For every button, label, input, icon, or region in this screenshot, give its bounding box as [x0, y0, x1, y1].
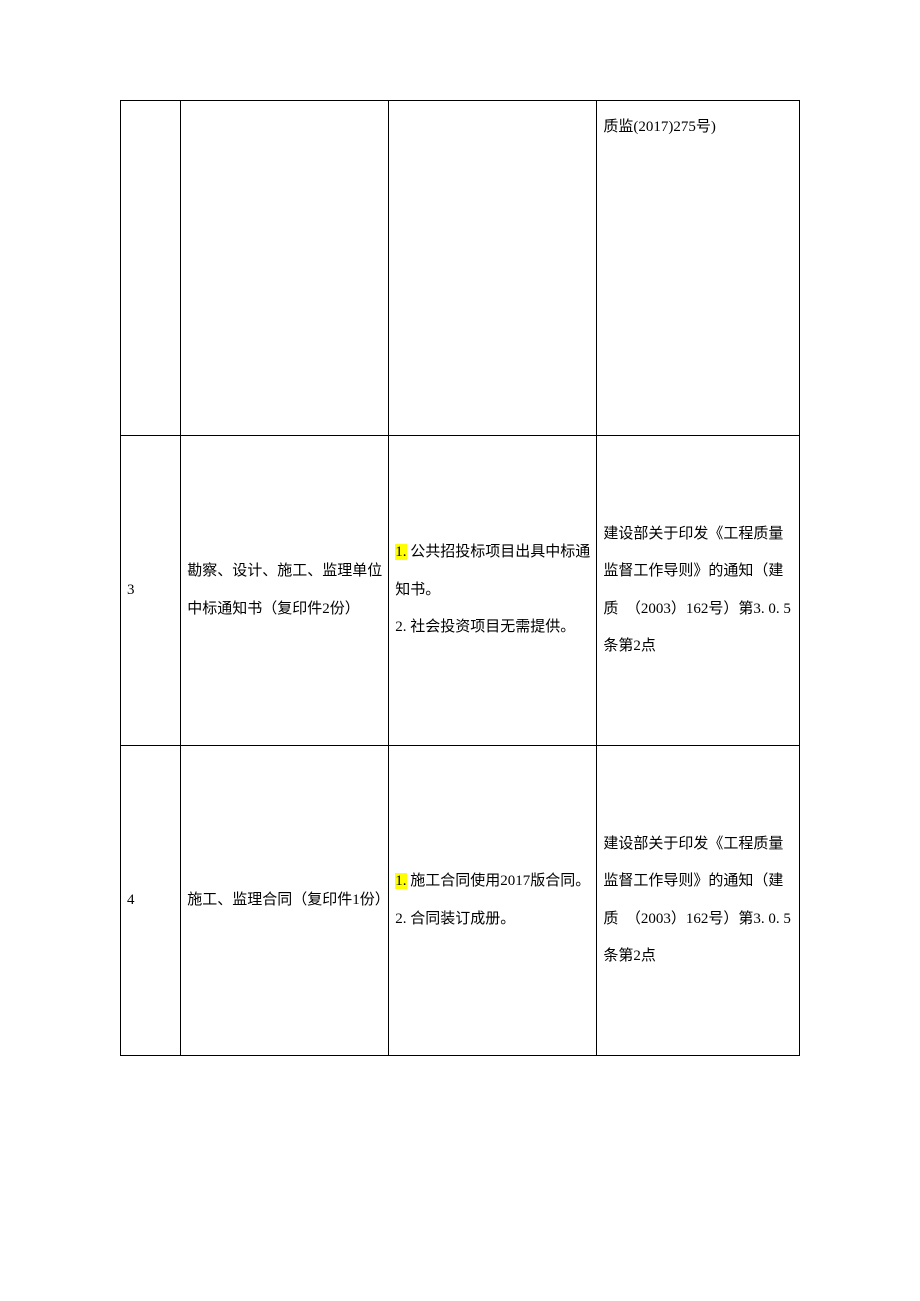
table-row: 4 施工、监理合同（复印件1份） 1. 施工合同使用2017版合同。 2. 合同装…: [121, 746, 800, 1056]
req-text: 施工合同使用2017版合同。: [407, 873, 591, 889]
table-row: 3 勘察、设计、施工、监理单位中标通知书（复印件2份） 1. 公共招投标项目出具…: [121, 436, 800, 746]
cell-name: [181, 101, 389, 436]
cell-num: 3: [121, 436, 181, 746]
cell-num: [121, 101, 181, 436]
cell-num: 4: [121, 746, 181, 1056]
table-row: 质监(2017)275号): [121, 101, 800, 436]
req-text: 2. 社会投资项目无需提供。: [395, 619, 575, 635]
req-text: 2. 合同装订成册。: [395, 911, 515, 927]
cell-name: 勘察、设计、施工、监理单位中标通知书（复印件2份）: [181, 436, 389, 746]
cell-name: 施工、监理合同（复印件1份）: [181, 746, 389, 1056]
document-table: 质监(2017)275号) 3 勘察、设计、施工、监理单位中标通知书（复印件2份…: [120, 100, 800, 1056]
cell-req: 1. 公共招投标项目出具中标通知书。 2. 社会投资项目无需提供。: [389, 436, 597, 746]
cell-req: 1. 施工合同使用2017版合同。 2. 合同装订成册。: [389, 746, 597, 1056]
highlight-text: 1.: [395, 873, 406, 889]
cell-basis: 建设部关于印发《工程质量监督工作导则》的通知（建质 （2003）162号）第3.…: [597, 746, 800, 1056]
highlight-text: 1.: [395, 544, 406, 560]
cell-basis: 建设部关于印发《工程质量监督工作导则》的通知（建质 （2003）162号）第3.…: [597, 436, 800, 746]
cell-basis: 质监(2017)275号): [597, 101, 800, 436]
req-text: 公共招投标项目出具中标通知书。: [395, 544, 590, 598]
cell-req: [389, 101, 597, 436]
